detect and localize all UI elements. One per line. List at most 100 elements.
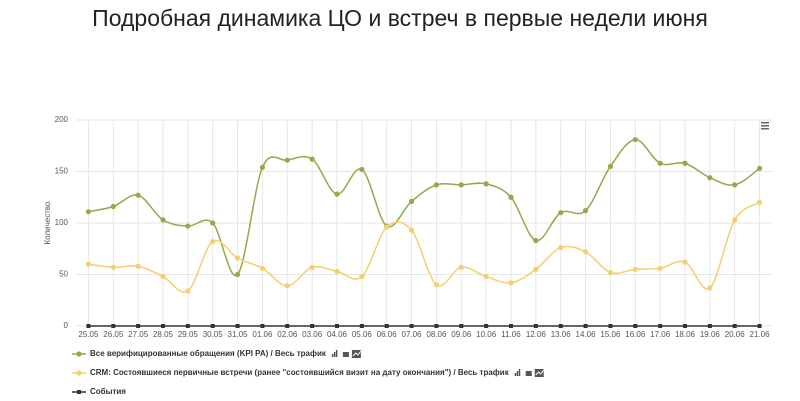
x-tick-label: 03.06 xyxy=(302,330,323,339)
point xyxy=(284,157,290,163)
point xyxy=(185,223,191,229)
point xyxy=(683,324,687,328)
point xyxy=(633,324,638,328)
y-axis-title: Количество xyxy=(43,201,52,245)
point xyxy=(409,324,414,328)
point xyxy=(682,160,688,166)
legend-label: Все верифицированные обращения (KPI PA) … xyxy=(90,349,327,358)
menu-icon[interactable] xyxy=(761,122,769,130)
legend-item[interactable]: CRM: Состоявшиеся первичные встречи (ран… xyxy=(72,368,545,377)
x-tick-label: 28.05 xyxy=(153,330,174,339)
series-line xyxy=(88,138,761,277)
x-tick-label: 16.06 xyxy=(625,330,646,339)
point xyxy=(210,238,216,245)
x-tick-label: 27.05 xyxy=(128,330,149,339)
point xyxy=(509,324,513,328)
menu-bar xyxy=(761,128,769,130)
x-tick-label: 12.06 xyxy=(526,330,547,339)
point xyxy=(110,264,116,270)
legend-item[interactable]: Все верифицированные обращения (KPI PA) … xyxy=(72,349,362,358)
point xyxy=(359,166,365,173)
legend-icon xyxy=(535,369,545,376)
point xyxy=(433,182,440,188)
point xyxy=(160,273,166,280)
chart-title: Подробная динамика ЦО и встреч в первые … xyxy=(92,5,708,31)
point xyxy=(334,191,340,197)
point xyxy=(86,324,91,328)
point xyxy=(359,273,365,280)
point xyxy=(334,268,340,275)
legend-icon xyxy=(333,352,336,357)
x-tick-label: 17.06 xyxy=(650,330,671,339)
x-tick-label: 29.05 xyxy=(178,330,199,339)
x-tick-label: 15.06 xyxy=(600,330,621,339)
legend-icon xyxy=(352,350,362,357)
x-tick-label: 14.06 xyxy=(576,330,597,339)
x-tick-label: 18.06 xyxy=(675,330,696,339)
x-tick-label: 19.06 xyxy=(700,330,721,339)
x-tick-label: 10.06 xyxy=(476,330,497,339)
point xyxy=(607,163,614,169)
legend-icon xyxy=(342,352,349,357)
point xyxy=(558,210,564,216)
point xyxy=(234,271,241,278)
point xyxy=(111,324,116,328)
point xyxy=(757,324,762,328)
point xyxy=(185,288,191,294)
point xyxy=(582,249,589,255)
menu-bar xyxy=(761,125,769,127)
legend-icon xyxy=(335,350,338,357)
x-tick-label: 01.06 xyxy=(252,330,273,339)
x-tick-label: 20.06 xyxy=(725,330,746,339)
x-tick-label: 06.06 xyxy=(377,330,398,339)
point xyxy=(533,324,538,328)
legend-icon xyxy=(331,354,334,357)
point xyxy=(682,259,688,265)
x-tick-label: 09.06 xyxy=(451,330,472,339)
point xyxy=(707,175,713,181)
point xyxy=(658,324,663,328)
point xyxy=(458,182,464,188)
point xyxy=(732,324,737,328)
x-tick-label: 25.05 xyxy=(78,330,99,339)
y-tick-label: 200 xyxy=(55,115,69,124)
point xyxy=(234,255,241,261)
point xyxy=(508,194,514,200)
point xyxy=(259,164,266,170)
point xyxy=(732,182,738,188)
x-tick-label: 13.06 xyxy=(551,330,572,339)
point xyxy=(657,160,663,166)
point xyxy=(632,266,638,272)
point xyxy=(110,203,116,210)
point xyxy=(136,324,141,328)
point xyxy=(384,224,390,230)
point xyxy=(408,227,415,233)
x-tick-label: 31.05 xyxy=(228,330,249,339)
point xyxy=(484,324,489,328)
legend-marker xyxy=(77,390,81,394)
x-tick-label: 30.05 xyxy=(203,330,224,339)
point xyxy=(335,324,339,328)
point xyxy=(582,208,589,214)
point xyxy=(85,261,92,267)
legend-item[interactable]: События xyxy=(72,387,126,396)
point xyxy=(483,273,489,280)
point xyxy=(185,324,190,328)
point xyxy=(632,136,638,143)
point xyxy=(608,324,613,328)
legend-icon xyxy=(514,373,517,376)
legend-marker xyxy=(76,351,82,357)
point xyxy=(259,265,266,271)
point xyxy=(160,217,166,223)
point xyxy=(508,280,514,286)
point xyxy=(161,324,165,328)
point xyxy=(707,324,712,328)
point xyxy=(434,324,439,328)
point xyxy=(459,324,464,328)
point xyxy=(359,324,364,328)
point xyxy=(483,181,489,187)
point xyxy=(284,283,290,289)
y-tick-label: 0 xyxy=(64,321,69,330)
y-tick-label: 100 xyxy=(55,218,69,227)
